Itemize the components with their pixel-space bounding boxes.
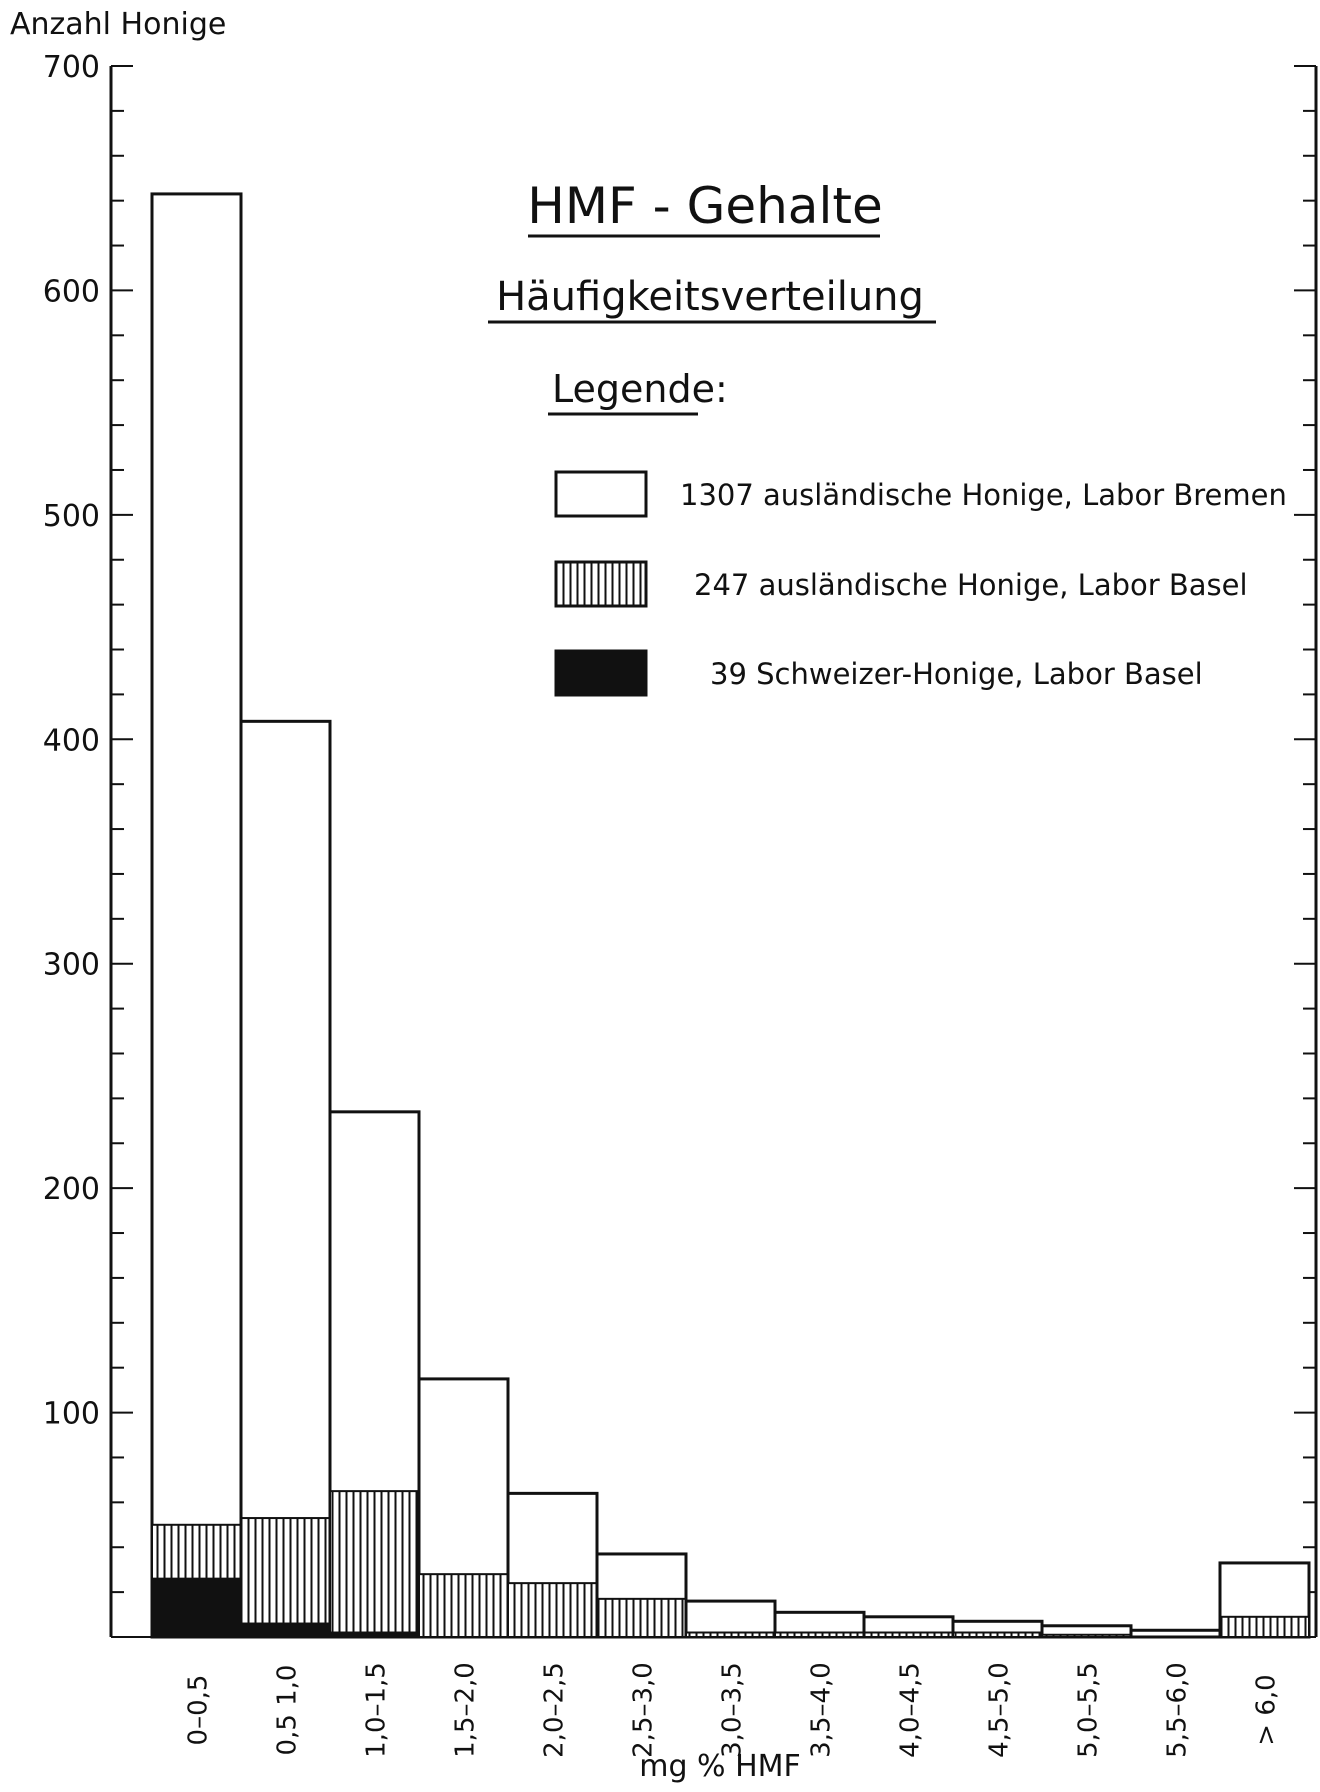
chart-subtitle: Häufigkeitsverteilung xyxy=(496,274,924,320)
x-category-label: > 6,0 xyxy=(1252,1674,1282,1745)
bar-white xyxy=(1129,1628,1222,1639)
legend-swatch-hatched xyxy=(554,560,648,608)
x-category-label: 3,0–3,5 xyxy=(718,1662,748,1758)
x-category-label: 4,5–5,0 xyxy=(985,1662,1015,1758)
bar-black xyxy=(151,1577,242,1638)
x-category-label: 4,0–4,5 xyxy=(896,1662,926,1758)
y-tick-label: 200 xyxy=(43,1172,100,1207)
x-category-label: 0–0,5 xyxy=(184,1675,214,1746)
legend-label: 39 Schweizer-Honige, Labor Basel xyxy=(710,657,1203,691)
x-category-label: 1,5–2,0 xyxy=(451,1662,481,1758)
bar-hatched xyxy=(418,1573,509,1639)
x-category-label: 5,0–5,5 xyxy=(1074,1662,1104,1758)
bar-hatched xyxy=(685,1631,776,1639)
y-tick-label: 700 xyxy=(43,50,100,85)
x-category-label: 5,5–6,0 xyxy=(1163,1662,1193,1758)
bar-black xyxy=(329,1631,420,1639)
y-tick-label: 500 xyxy=(43,499,100,534)
legend-label: 1307 ausländische Honige, Labor Bremen xyxy=(680,478,1287,512)
x-category-label: 3,5–4,0 xyxy=(807,1662,837,1758)
legend-label: 247 ausländische Honige, Labor Basel xyxy=(694,568,1248,602)
bar-hatched xyxy=(774,1631,865,1639)
bar-hatched xyxy=(329,1490,420,1639)
bar-black xyxy=(240,1622,331,1639)
bar-hatched xyxy=(240,1517,331,1638)
y-axis-title: Anzahl Honige xyxy=(10,7,226,42)
bar-hatched xyxy=(863,1631,954,1639)
y-tick-label: 100 xyxy=(43,1397,100,1432)
bar-hatched xyxy=(507,1582,598,1638)
legend-title: Legende: xyxy=(552,367,728,411)
x-category-label: 0,5 1,0 xyxy=(273,1665,303,1756)
bar-hatched xyxy=(1219,1615,1310,1638)
bar-hatched xyxy=(1041,1633,1132,1639)
x-category-label: 2,5–3,0 xyxy=(629,1662,659,1758)
y-tick-label: 300 xyxy=(43,948,100,983)
legend-swatch-white xyxy=(554,470,648,518)
chart-title: HMF - Gehalte xyxy=(527,177,882,235)
x-category-label: 2,0–2,5 xyxy=(540,1662,570,1758)
y-tick-label: 400 xyxy=(43,723,100,758)
bar-white xyxy=(150,192,243,1639)
x-axis-title: mg % HMF xyxy=(639,1749,801,1784)
bar-white xyxy=(239,719,332,1639)
bar-hatched xyxy=(952,1631,1043,1639)
bar-hatched xyxy=(596,1597,687,1639)
x-category-label: 1,0–1,5 xyxy=(362,1662,392,1758)
y-tick-label: 600 xyxy=(43,274,100,309)
legend-swatch-black xyxy=(554,649,648,697)
